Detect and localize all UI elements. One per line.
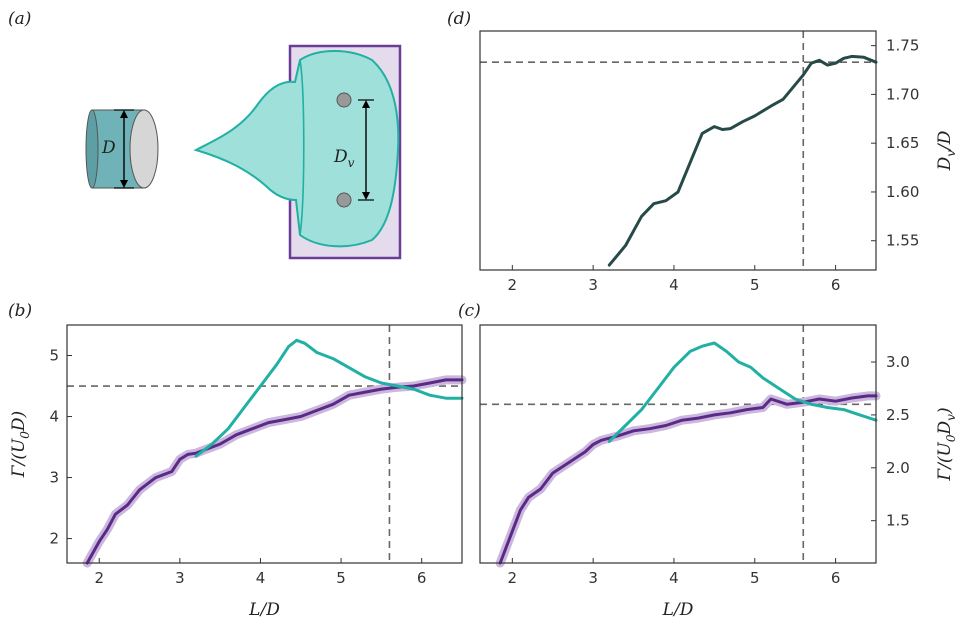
y-axis-label: Γ/(U0Dv): [935, 407, 958, 481]
cylinder-arrowhead-bottom: [120, 180, 128, 188]
y-axis-label-part: D): [9, 411, 29, 432]
x-tick-label: 6: [831, 569, 841, 587]
vortex-arrowhead-bottom: [362, 192, 370, 200]
x-tick-label: 4: [256, 569, 266, 587]
vortex-spacing-label: Dv: [333, 147, 355, 170]
y-tick-label: 3: [49, 469, 59, 487]
y-tick-label: 2.5: [886, 406, 910, 424]
plot-frame: [479, 324, 877, 564]
plot-frame: [66, 324, 463, 564]
chart-c-circulation-normalized: 2 3 4 5 6 1.5 2.0 2.5 3.0 L/D Γ/(U0Dv): [479, 324, 958, 620]
y-axis-label: Dv/D: [935, 130, 958, 171]
y-tick-label: 2: [49, 530, 59, 548]
y-tick-label: 5: [49, 347, 59, 365]
x-tick-label: 3: [588, 569, 598, 587]
schematic-panel: D Dv: [85, 44, 402, 260]
y-axis-label-part: v: [944, 150, 958, 157]
x-tick-label: 5: [750, 569, 760, 587]
series-uncertainty-band: [82, 375, 467, 568]
y-axis-label: Γ/(U0D): [9, 411, 32, 478]
y-tick-label: 4: [49, 408, 59, 426]
y-axis-label-part: v: [944, 414, 958, 421]
x-tick-label: 2: [508, 276, 518, 294]
y-tick-label: 2.0: [886, 459, 910, 477]
y-axis-label-part: 0: [18, 431, 32, 439]
x-tick-label: 3: [175, 569, 185, 587]
panel-label-a: (a): [8, 9, 31, 29]
chart-d-vortex-spacing: 2 3 4 5 6 1.55 1.60 1.65 1.70 1.75 Dv/D: [479, 30, 958, 294]
y-tick-label: 1.5: [886, 512, 910, 530]
y-tick-label: 1.55: [886, 232, 919, 250]
x-axis-label: L/D: [662, 600, 694, 620]
x-tick-label: 5: [750, 276, 760, 294]
y-tick-label: 1.60: [886, 183, 919, 201]
y-tick-label: 3.0: [886, 353, 910, 371]
x-tick-label: 2: [94, 569, 104, 587]
panel-label-b: (b): [8, 301, 32, 321]
vortex-core-bottom: [336, 192, 352, 208]
y-axis-label-part: D: [935, 420, 955, 435]
x-tick-label: 2: [508, 569, 518, 587]
cylinder-front-disc: [129, 109, 159, 189]
plot-frame: [479, 30, 877, 271]
x-tick-label: 3: [588, 276, 598, 294]
y-axis-label-part: ): [935, 407, 955, 415]
x-tick-label: 5: [336, 569, 346, 587]
vortex-inner-curve: [299, 59, 305, 236]
y-axis-label-part: 0: [944, 434, 958, 442]
vortex-wake-blob: [193, 50, 400, 248]
y-axis-label-part: Γ/(U: [9, 438, 29, 478]
y-tick-label: 1.70: [886, 85, 919, 103]
series-uncertainty-band: [495, 391, 881, 568]
y-axis-label-part: /D: [935, 130, 955, 152]
chart-b-circulation: 2 3 4 5 6 2 3 4 5 L/D Γ/(U0D): [9, 324, 467, 620]
x-tick-label: 6: [831, 276, 841, 294]
y-axis-label-part: Γ/(U: [935, 441, 955, 481]
series-line-0: [85, 378, 464, 565]
y-axis-label-part: D: [935, 156, 955, 171]
y-tick-label: 1.75: [886, 37, 919, 55]
x-tick-label: 4: [669, 569, 679, 587]
x-tick-label: 6: [417, 569, 427, 587]
x-tick-label: 4: [669, 276, 679, 294]
cylinder-back-end: [85, 109, 99, 189]
panel-label-c: (c): [458, 301, 481, 321]
cylinder-arrowhead-top: [120, 110, 128, 118]
series-line-0: [607, 54, 878, 267]
cylinder-diameter-label: D: [101, 138, 116, 158]
vortex-arrowhead-top: [362, 100, 370, 108]
y-tick-label: 1.65: [886, 134, 919, 152]
vortex-core-top: [336, 92, 352, 108]
cylinder: D: [85, 109, 159, 189]
panel-label-d: (d): [447, 9, 471, 29]
x-axis-label: L/D: [248, 600, 280, 620]
